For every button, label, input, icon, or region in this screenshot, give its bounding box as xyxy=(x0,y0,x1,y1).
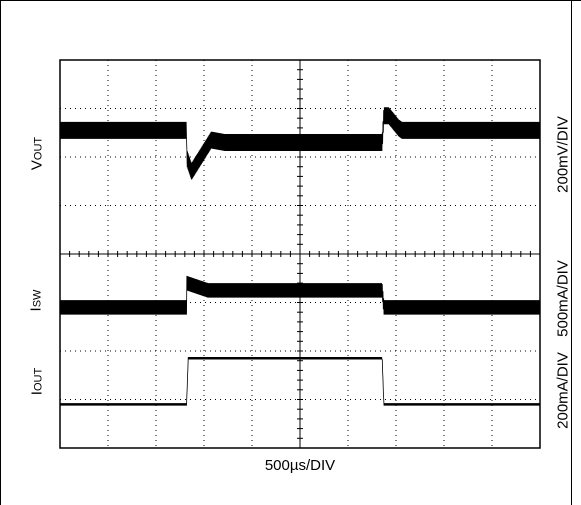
x-axis-label: 500µs/DIV xyxy=(264,457,336,474)
figure-frame-left xyxy=(0,0,1,505)
trace-vout xyxy=(59,107,541,180)
trace-iout xyxy=(59,357,541,406)
iout-scale-label: 200mA/DIV xyxy=(554,352,572,429)
isw-scale-label: 500mA/DIV xyxy=(554,260,572,337)
vout-scale-label: 200mV/DIV xyxy=(554,116,572,193)
trace-isw xyxy=(59,275,541,315)
vout-label: VOUT xyxy=(28,136,46,171)
figure-frame-top xyxy=(0,0,581,1)
isw-label: ISW xyxy=(27,289,45,312)
iout-label: IOUT xyxy=(28,367,46,396)
figure-frame-right xyxy=(571,0,572,505)
